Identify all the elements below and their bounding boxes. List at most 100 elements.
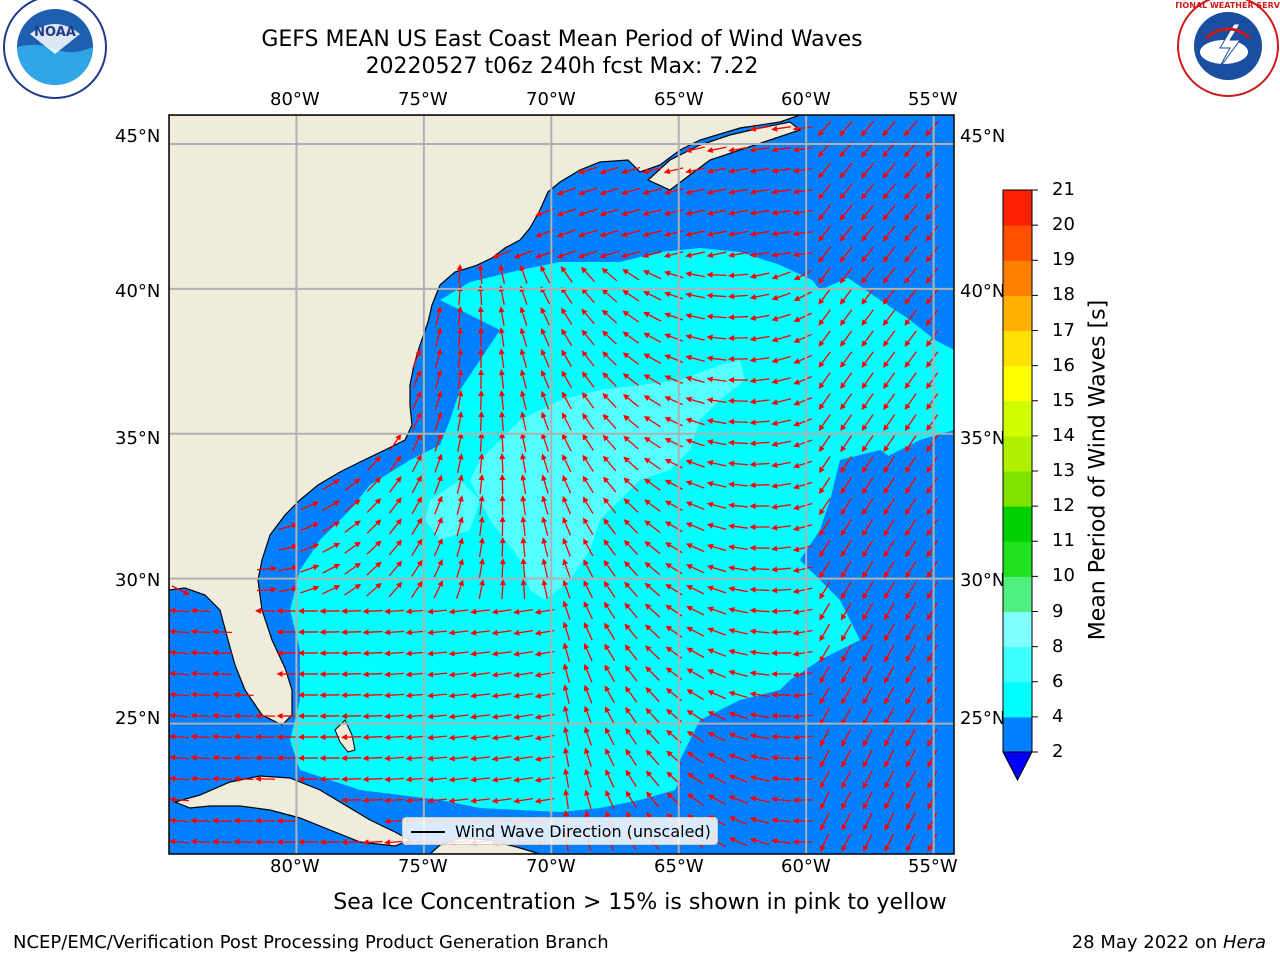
wave-arrow-head [470,734,477,741]
wave-arrow-head [479,579,485,586]
wave-arrow-head [686,668,694,675]
wave-arrow-head [926,382,933,389]
wave-arrow-head [707,585,714,592]
wave-arrow-head [792,692,799,699]
wave-arrow-head [437,537,443,545]
wave-arrow-head [884,845,890,852]
wave-arrow-head [362,608,369,615]
wave-arrow-head [583,517,589,525]
wave-arrow-head [904,403,911,411]
wave-arrow-head [513,629,520,636]
wave-arrow-head [706,189,714,195]
wave-arrow-head [666,771,673,778]
wave-arrow-head [312,501,320,507]
wave-arrow-head [792,776,799,783]
wave-arrow-head [603,539,610,546]
wave-arrow-head [771,315,779,322]
wave-arrow-head [416,496,422,504]
wave-arrow-head [384,776,391,783]
colorbar-tick-label: 21 [1052,179,1075,200]
wave-arrow-head [927,803,933,810]
wave-arrow-head [882,298,889,305]
wind-wave-arrows [169,120,939,852]
wave-arrow-head [604,601,610,609]
wave-arrow-head [646,791,653,798]
map-gridlines [169,115,954,854]
wave-arrow-head [728,314,735,321]
wave-arrow-head [645,687,652,694]
colorbar-band [1003,506,1032,542]
wave-arrow-head [861,424,868,432]
wave-arrow-head [395,518,402,525]
wave-arrow-head [333,521,341,528]
wave-arrow-head [513,776,520,783]
wave-arrow-head [771,545,778,552]
wave-arrow-head [333,563,341,570]
wave-arrow-head [374,455,381,463]
wave-arrow-head [625,707,632,714]
wave-arrow-head [905,592,911,600]
wave-arrow-head [841,845,847,852]
wave-arrow-head [427,755,434,762]
wave-arrow-head [603,559,610,567]
wave-arrow-head [427,797,434,804]
colorbar [1002,189,1038,782]
wave-arrow-head [643,416,651,422]
wave-arrow-head [582,433,589,441]
wave-arrow-head [792,167,799,174]
map-subtitle: 20220527 t06z 240h fcst Max: 7.22 [365,54,759,79]
wave-arrow-head [625,769,632,777]
wave-arrow-head [620,231,628,238]
wave-arrow-head [645,749,653,757]
wave-arrow-head [925,129,932,137]
wave-arrow-head [664,438,672,444]
wave-arrow-head [578,168,585,175]
wave-arrow-head [298,734,305,741]
wave-arrow-head [561,370,568,378]
wave-arrow-head [686,564,693,570]
wave-arrow-head [384,839,391,846]
wave-arrow-head [534,692,542,699]
wave-arrow-head [793,379,801,385]
wave-arrow-head [470,608,477,615]
wave-arrow-head [562,621,569,629]
wave-arrow-head [599,189,607,196]
lat-label-right-40n: 40°N [960,281,1006,302]
wave-arrow-head [882,192,889,200]
wave-arrow-head [582,475,589,483]
wave-arrow-head [534,671,542,678]
wave-arrow-head [602,413,609,421]
wave-arrow-head [792,734,799,741]
wave-arrow-head [792,818,799,825]
wave-arrow-head [819,697,826,705]
wave-arrow-head [534,608,542,615]
wave-arrow-head [884,676,890,684]
wave-arrow-head [685,396,693,403]
wave-arrow-head [513,692,520,699]
wave-arrow-head [663,210,671,217]
wave-arrow-head [604,706,611,713]
wave-arrow-head [884,697,890,705]
wave-arrow-head [728,397,735,404]
wave-arrow-head [477,264,484,271]
wave-arrow-head [624,623,631,631]
wave-arrow-head [491,713,498,720]
wave-arrow-head [839,192,846,200]
wave-arrow-head [416,454,422,461]
wave-arrow-head [841,782,847,789]
wave-arrow-head [820,845,826,852]
wave-arrow-head [540,348,547,356]
wave-arrow-head [771,566,778,573]
wave-arrow-head [882,150,889,158]
wave-arrow-head [212,649,219,656]
wave-arrow-head [601,288,609,295]
wave-arrow-head [817,150,825,158]
wave-arrow-head [728,460,735,467]
wave-arrow-head [927,824,933,831]
wave-arrow-head [319,755,326,762]
wave-arrow-head [540,411,547,419]
wave-arrow-head [645,666,652,673]
wave-arrow-head [603,497,610,504]
wave-arrow-head [520,411,526,418]
wave-arrow-head [861,340,868,347]
